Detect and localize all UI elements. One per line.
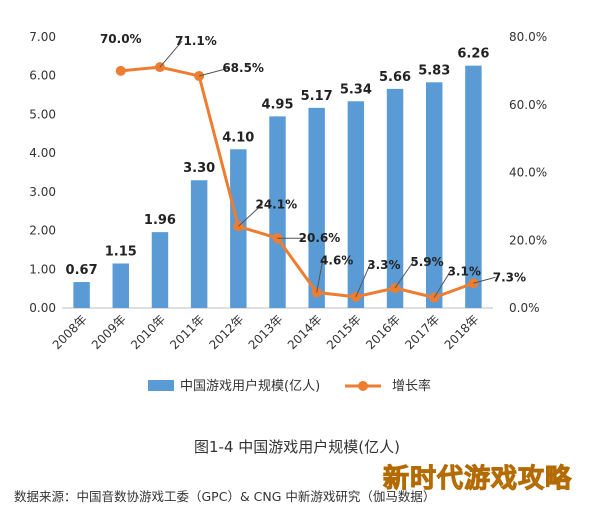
- data-label-leader: [394, 261, 414, 289]
- y-left-tick-label: 3.00: [29, 185, 56, 199]
- line-data-label: 68.5%: [222, 61, 264, 75]
- x-tick-label: 2018年: [442, 312, 482, 352]
- bar: [151, 232, 169, 308]
- line-data-label: 4.6%: [320, 253, 353, 267]
- legend-bar-label: 中国游戏用户规模(亿人): [180, 378, 320, 394]
- legend-line-marker: [358, 381, 368, 391]
- bar-data-label: 0.67: [66, 263, 98, 278]
- y-left-tick-label: 2.00: [29, 224, 56, 238]
- bar-data-label: 5.17: [301, 89, 333, 104]
- y-left-tick-label: 4.00: [29, 146, 56, 160]
- bar-data-label: 4.10: [222, 130, 254, 145]
- bar-data-label: 1.96: [144, 213, 176, 228]
- x-tick-label: 2014年: [285, 312, 325, 352]
- x-tick-label: 2008年: [50, 312, 90, 352]
- growth-rate-point: [115, 65, 126, 76]
- x-tick-label: 2015年: [324, 312, 364, 352]
- bar-data-label: 5.34: [340, 82, 372, 97]
- y-right-tick-label: 80.0%: [509, 30, 547, 44]
- line-data-label: 70.0%: [100, 32, 142, 46]
- legend-line-label: 增长率: [392, 378, 431, 394]
- line-data-label: 24.1%: [255, 197, 297, 211]
- data-label-leader: [316, 260, 324, 293]
- y-right-tick-label: 60.0%: [509, 98, 547, 112]
- y-right-tick-label: 20.0%: [509, 233, 547, 247]
- y-left-tick-label: 1.00: [29, 262, 56, 276]
- data-label-leader: [433, 271, 451, 298]
- line-data-label: 3.1%: [448, 264, 481, 278]
- chart: 0.00 1.00 2.00 3.00 4.00 5.00 6.00 7.00 0.0% 20.0…: [29, 30, 547, 394]
- data-label-leader: [199, 67, 230, 77]
- bar: [308, 107, 325, 309]
- bar: [425, 82, 443, 308]
- data-label-leader: [159, 40, 183, 68]
- bar-data-label: 5.83: [418, 63, 450, 78]
- figure-caption: 图1-4 中国游戏用户规模(亿人): [194, 438, 400, 456]
- line-data-label: 5.9%: [410, 255, 443, 269]
- bar: [73, 282, 90, 308]
- x-tick-label: 2011年: [167, 312, 207, 352]
- line-data-label: 7.3%: [493, 270, 526, 284]
- bar: [190, 180, 208, 308]
- bar-data-label: 4.95: [261, 97, 293, 112]
- x-tick-label: 2012年: [206, 312, 246, 352]
- growth-rate-line: [120, 65, 474, 300]
- bar-data-label: 5.66: [379, 70, 411, 85]
- data-label-leader: [355, 264, 371, 298]
- x-tick-label: 2017年: [402, 312, 442, 352]
- data-label-leader: [473, 276, 496, 284]
- legend-bar-swatch: [148, 380, 174, 391]
- bar: [269, 116, 286, 308]
- bar: [386, 88, 404, 309]
- y-left-tick-label: 0.00: [29, 301, 56, 315]
- bar: [112, 263, 130, 308]
- y-left-tick-label: 7.00: [29, 30, 56, 44]
- x-tick-label: 2016年: [363, 312, 403, 352]
- y-left-tick-label: 6.00: [29, 69, 56, 83]
- bar: [347, 101, 365, 308]
- x-tick-label: 2010年: [128, 312, 168, 352]
- line-data-label: 71.1%: [175, 34, 217, 48]
- x-tick-label: 2009年: [89, 312, 129, 352]
- data-label-leader: [237, 203, 263, 227]
- y-left-tick-label: 5.00: [29, 107, 56, 121]
- x-tick-label: 2013年: [246, 312, 286, 352]
- line-data-label: 3.3%: [367, 258, 400, 272]
- bar: [465, 65, 482, 308]
- watermark-logo: 新时代游戏攻略: [382, 464, 573, 495]
- line-data-label: 20.6%: [299, 231, 341, 245]
- bar-data-label: 6.26: [457, 47, 489, 62]
- bar-data-label: 1.15: [105, 244, 137, 259]
- bar-data-label: 3.30: [183, 161, 215, 176]
- data-source: 数据来源：中国音数协游戏工委（GPC）& CNG 中新游戏研究（伽马数据）: [14, 489, 436, 504]
- y-right-tick-label: 40.0%: [509, 166, 547, 180]
- y-right-tick-label: 0.0%: [509, 301, 540, 315]
